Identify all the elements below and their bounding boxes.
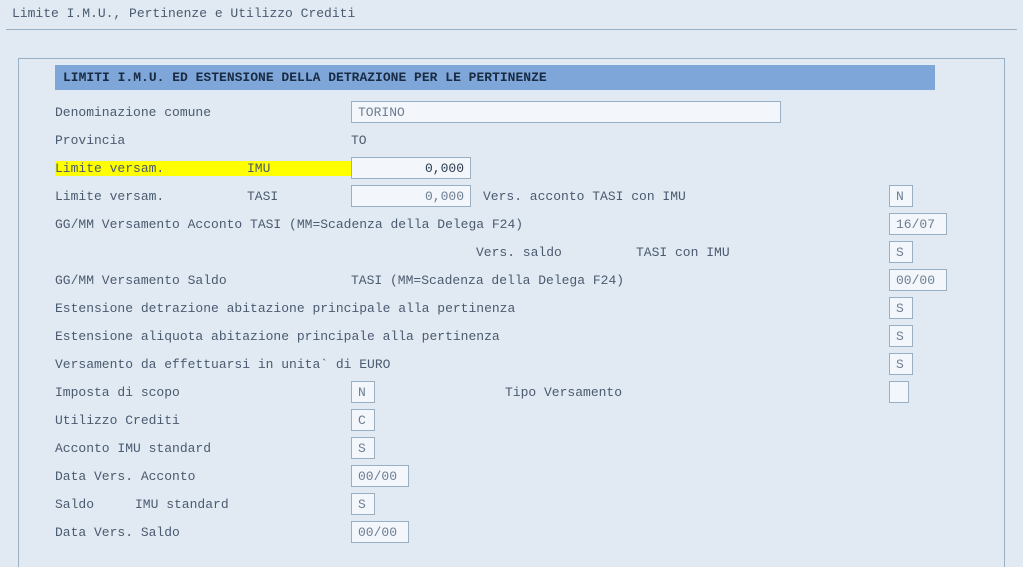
versamento-euro-field[interactable] [889, 353, 913, 375]
tipo-versamento-label: Tipo Versamento [505, 385, 765, 400]
utilizzo-crediti-field[interactable] [351, 409, 375, 431]
limite-imu-ext: IMU [247, 161, 351, 176]
vers-acconto-tasi-imu-field[interactable] [889, 185, 913, 207]
acconto-imu-std-field[interactable] [351, 437, 375, 459]
vers-saldo-label: Vers. saldo [476, 245, 636, 260]
saldo-imu-std-label: IMU standard [135, 497, 351, 512]
imposta-scopo-field[interactable] [351, 381, 375, 403]
main-panel: LIMITI I.M.U. ED ESTENSIONE DELLA DETRAZ… [18, 58, 1005, 567]
saldo-imu-std-pre: Saldo [55, 497, 135, 512]
data-vers-saldo-field[interactable] [351, 521, 409, 543]
ggmm-saldo-field[interactable] [889, 269, 947, 291]
ggmm-acconto-field[interactable] [889, 213, 947, 235]
row-versamento-euro: Versamento da effettuarsi in unita` di E… [19, 350, 1004, 378]
data-vers-acconto-label: Data Vers. Acconto [55, 469, 351, 484]
divider [6, 29, 1017, 30]
row-limite-tasi: Limite versam. TASI Vers. acconto TASI c… [19, 182, 1004, 210]
row-acconto-imu-std: Acconto IMU standard [19, 434, 1004, 462]
imposta-scopo-label: Imposta di scopo [55, 385, 351, 400]
vers-saldo-field[interactable] [889, 241, 913, 263]
row-ggmm-acconto: GG/MM Versamento Acconto TASI (MM=Scaden… [19, 210, 1004, 238]
provincia-label: Provincia [55, 133, 247, 148]
row-provincia: Provincia TO [19, 126, 1004, 154]
row-est-aliquota: Estensione aliquota abitazione principal… [19, 322, 1004, 350]
est-detrazione-field[interactable] [889, 297, 913, 319]
row-est-detrazione: Estensione detrazione abitazione princip… [19, 294, 1004, 322]
row-saldo-imu-std: Saldo IMU standard [19, 490, 1004, 518]
provincia-value: TO [351, 133, 367, 148]
section-header: LIMITI I.M.U. ED ESTENSIONE DELLA DETRAZ… [55, 65, 935, 90]
row-denominazione: Denominazione comune [19, 98, 1004, 126]
row-vers-saldo: Vers. saldo TASI con IMU [19, 238, 1004, 266]
est-aliquota-label: Estensione aliquota abitazione principal… [55, 329, 755, 344]
denominazione-field[interactable] [351, 101, 781, 123]
row-data-vers-saldo: Data Vers. Saldo [19, 518, 1004, 546]
row-limite-imu: Limite versam. IMU [19, 154, 1004, 182]
acconto-imu-std-label: Acconto IMU standard [55, 441, 351, 456]
tasi-con-imu-label: TASI con IMU [636, 245, 836, 260]
vers-acconto-tasi-imu-label: Vers. acconto TASI con IMU [483, 189, 748, 204]
limite-imu-field[interactable] [351, 157, 471, 179]
est-detrazione-label: Estensione detrazione abitazione princip… [55, 301, 755, 316]
data-vers-saldo-label: Data Vers. Saldo [55, 525, 351, 540]
row-data-vers-acconto: Data Vers. Acconto [19, 462, 1004, 490]
ggmm-acconto-label: GG/MM Versamento Acconto TASI (MM=Scaden… [55, 217, 615, 232]
versamento-euro-label: Versamento da effettuarsi in unita` di E… [55, 357, 755, 372]
est-aliquota-field[interactable] [889, 325, 913, 347]
ggmm-saldo-ext: TASI (MM=Scadenza della Delega F24) [351, 273, 751, 288]
ggmm-saldo-label: GG/MM Versamento Saldo [55, 273, 351, 288]
data-vers-acconto-field[interactable] [351, 465, 409, 487]
window: Limite I.M.U., Pertinenze e Utilizzo Cre… [0, 0, 1023, 567]
limite-tasi-ext: TASI [247, 189, 351, 204]
tipo-versamento-field[interactable] [889, 381, 909, 403]
row-utilizzo-crediti: Utilizzo Crediti [19, 406, 1004, 434]
saldo-imu-std-field[interactable] [351, 493, 375, 515]
row-ggmm-saldo: GG/MM Versamento Saldo TASI (MM=Scadenza… [19, 266, 1004, 294]
utilizzo-crediti-label: Utilizzo Crediti [55, 413, 351, 428]
limite-tasi-field[interactable] [351, 185, 471, 207]
denominazione-label: Denominazione comune [55, 105, 247, 120]
window-title: Limite I.M.U., Pertinenze e Utilizzo Cre… [0, 0, 1023, 27]
limite-imu-label: Limite versam. [55, 161, 247, 176]
limite-tasi-label: Limite versam. [55, 189, 247, 204]
row-imposta-scopo: Imposta di scopo Tipo Versamento [19, 378, 1004, 406]
